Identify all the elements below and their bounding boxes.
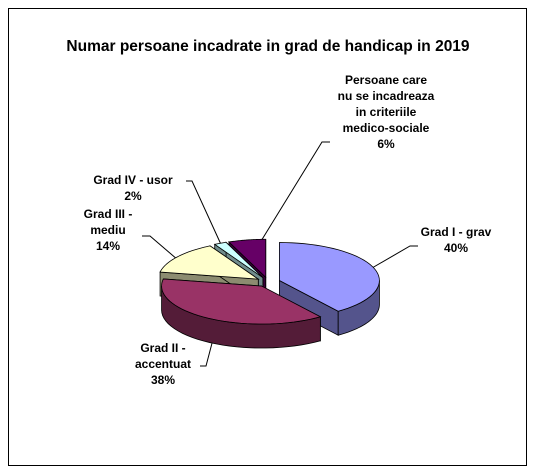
value-label: 6% <box>377 137 395 151</box>
pie <box>159 238 380 349</box>
category-label: Grad IV - usor <box>93 173 173 187</box>
pie-slice <box>228 238 267 279</box>
pie-slice <box>161 278 322 325</box>
slice-label: Persoane care nu se incadreaza in criter… <box>336 72 436 152</box>
leader-line <box>257 141 330 247</box>
value-label: 38% <box>150 373 176 387</box>
value-label: 2% <box>124 189 142 203</box>
value-label: 40% <box>443 241 469 255</box>
value-label: 14% <box>95 239 121 253</box>
category-label: Grad I - grav <box>420 225 492 239</box>
slice-label: Grad III - mediu 14% <box>74 206 142 254</box>
pie-slice <box>159 245 260 280</box>
category-label: Persoane care nu se incadreaza in criter… <box>337 73 435 135</box>
leader-line <box>371 245 418 269</box>
slice-label: Grad I - grav 40% <box>408 224 504 256</box>
chart-title: Numar persoane incadrate in grad de hand… <box>66 38 470 55</box>
leader-line <box>142 235 179 261</box>
slice-label: Grad II - accentuat 38% <box>128 340 198 388</box>
pie-slice <box>279 242 380 312</box>
leader-line <box>186 180 225 252</box>
category-label: Grad II - accentuat <box>134 341 192 371</box>
pie-slice <box>213 241 264 278</box>
slice-label: Grad IV - usor 2% <box>80 172 186 204</box>
category-label: Grad III - mediu <box>83 207 133 237</box>
chart-frame <box>8 8 527 466</box>
